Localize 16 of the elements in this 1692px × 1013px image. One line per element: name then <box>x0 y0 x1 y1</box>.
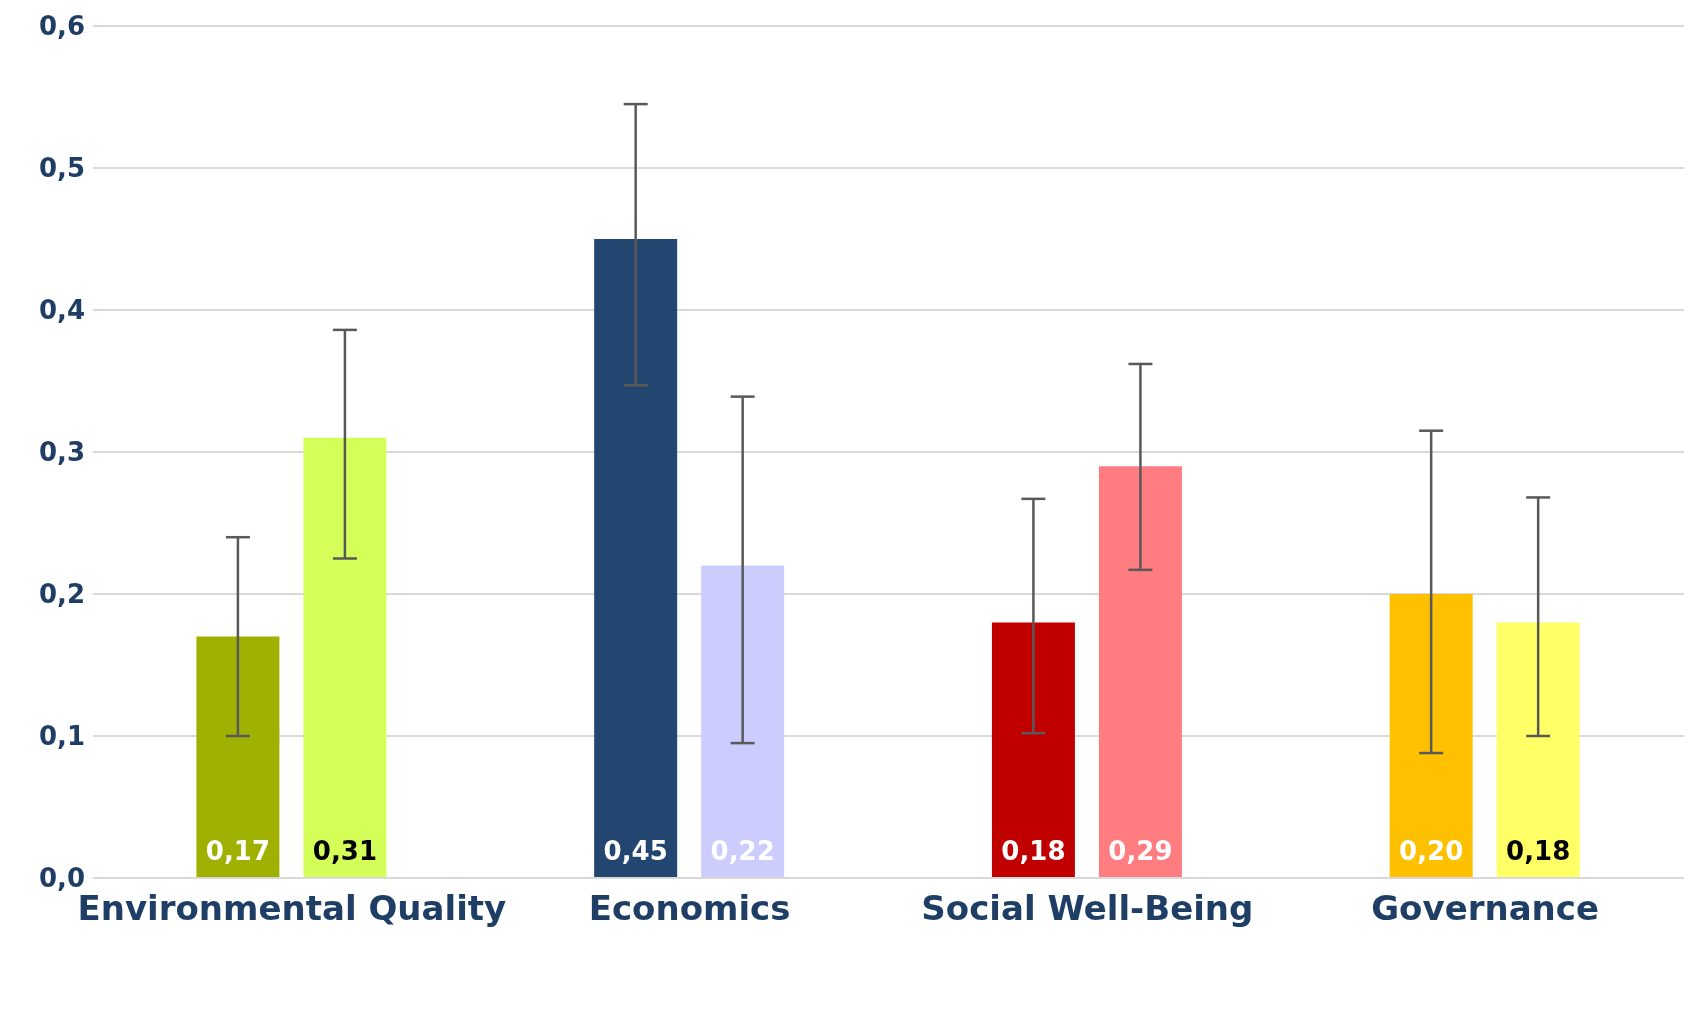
x-tick-label: Governance <box>1371 888 1600 929</box>
y-tick-label: 0,1 <box>38 721 85 752</box>
data-label: 0,29 <box>1108 836 1173 866</box>
data-label: 0,45 <box>603 836 668 866</box>
y-tick-label: 0,5 <box>38 153 85 184</box>
data-label: 0,18 <box>1001 836 1066 866</box>
data-label: 0,31 <box>312 836 377 866</box>
data-label: 0,20 <box>1399 836 1464 866</box>
x-tick-label: Economics <box>588 888 791 929</box>
y-tick-label: 0,6 <box>38 11 85 42</box>
data-label: 0,18 <box>1506 836 1571 866</box>
y-tick-label: 0,3 <box>38 437 85 468</box>
y-tick-label: 0,4 <box>38 295 85 326</box>
y-tick-label: 0,2 <box>38 579 85 610</box>
x-tick-label: Social Well-Being <box>921 888 1254 929</box>
data-label: 0,17 <box>205 836 270 866</box>
